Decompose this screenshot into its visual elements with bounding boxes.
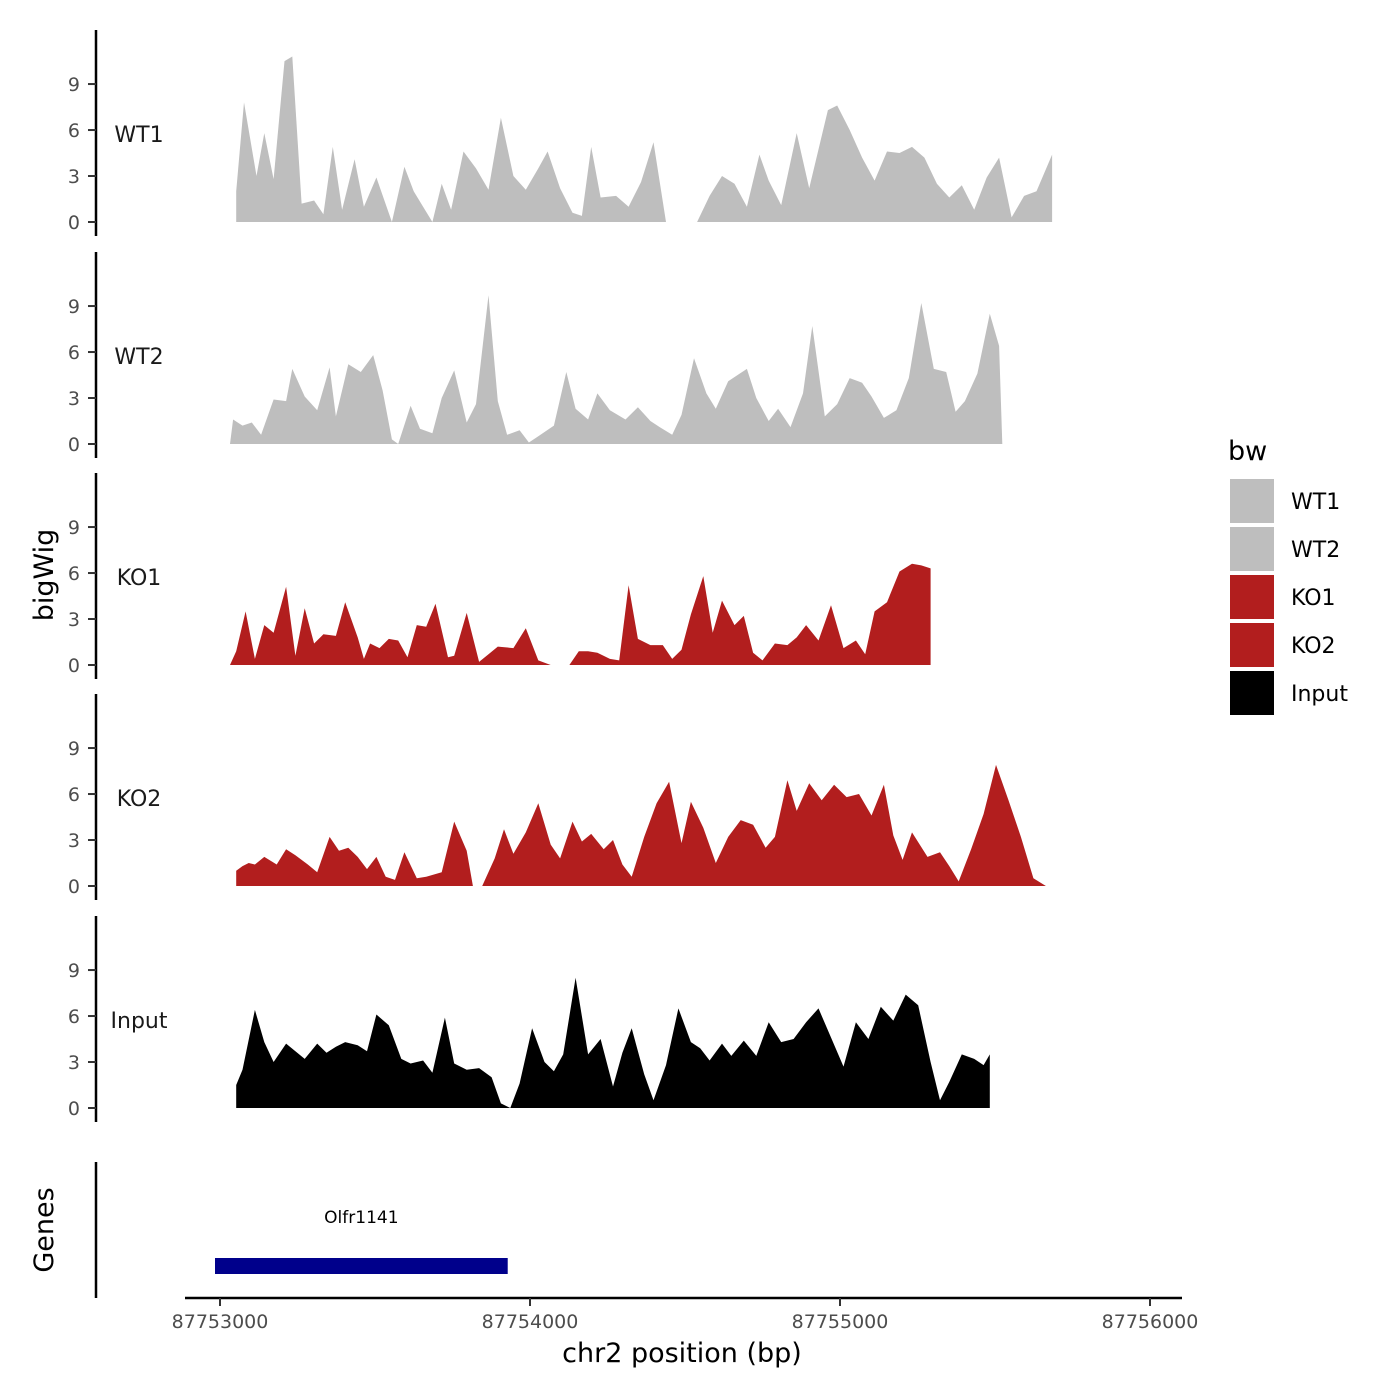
x-tick-label-87755000: 87755000 [792, 1311, 889, 1333]
legend-items: WT1 WT2 KO1 KO2 Input [1230, 479, 1348, 715]
track-ko2-y-tick-label: 6 [68, 784, 80, 806]
x-ticks: 87753000 87754000 87755000 87756000 [172, 1298, 1199, 1333]
track-wt2: 0 3 6 9 WT2 [68, 252, 1003, 458]
legend: bw WT1 WT2 KO1 KO2 Input [1228, 436, 1348, 715]
track-wt2-y-tick-label: 9 [68, 296, 80, 318]
legend-swatch-wt2 [1230, 527, 1274, 571]
track-input-y-tick-label: 9 [68, 960, 80, 982]
track-ko1-area [230, 563, 931, 665]
track-wt2-y-tick-label: 3 [68, 388, 80, 410]
track-input-label: Input [111, 1009, 168, 1034]
legend-label-ko2: KO2 [1291, 634, 1336, 659]
track-input: 0 3 6 9 Input [68, 916, 990, 1122]
legend-label-input: Input [1291, 682, 1348, 707]
track-wt2-y-tick-label: 0 [68, 434, 80, 456]
x-axis-title: chr2 position (bp) [562, 1338, 802, 1369]
track-ko2-y-tick-label: 0 [68, 876, 80, 898]
x-axis: 87753000 87754000 87755000 87756000 chr2 po… [172, 1296, 1199, 1369]
genes-panel: Genes Olfr1141 [29, 1162, 508, 1298]
track-input-area [236, 977, 990, 1108]
track-ko1-y-tick-label: 9 [68, 517, 80, 539]
track-ko2-label: KO2 [117, 787, 162, 812]
track-panels: 0 3 6 9 WT1 0 3 6 9 WT2 0 3 6 9 KO1 0 3 6 9 KO2 0 3 6 9 Input [68, 30, 1053, 1122]
legend-label-ko1: KO1 [1291, 586, 1336, 611]
track-wt1-label: WT1 [114, 123, 163, 148]
track-wt1-y-tick-label: 9 [68, 74, 80, 96]
track-wt1-y-tick-label: 0 [68, 212, 80, 234]
gene-marks: Olfr1141 [215, 1208, 508, 1274]
track-ko1-y-tick-label: 0 [68, 655, 80, 677]
track-wt2-area [230, 295, 1003, 444]
track-input-y-tick-label: 0 [68, 1098, 80, 1120]
track-ko1-y-tick-label: 6 [68, 563, 80, 585]
x-tick-label-87754000: 87754000 [482, 1311, 579, 1333]
track-ko1-y-tick-label: 3 [68, 609, 80, 631]
track-ko1: 0 3 6 9 KO1 [68, 473, 931, 679]
track-wt1-y-tick-label: 6 [68, 120, 80, 142]
track-wt1-y-tick-label: 3 [68, 166, 80, 188]
y-axis-title: bigWig [29, 529, 60, 622]
track-ko1-label: KO1 [117, 566, 162, 591]
track-ko2-y-tick-label: 3 [68, 830, 80, 852]
track-wt1-area [236, 56, 1053, 222]
track-ko2: 0 3 6 9 KO2 [68, 694, 1046, 900]
gene-olfr1141-label: Olfr1141 [324, 1208, 398, 1228]
track-ko2-area [236, 764, 1046, 886]
track-ko2-y-tick-label: 9 [68, 738, 80, 760]
track-input-y-tick-label: 6 [68, 1006, 80, 1028]
legend-swatch-ko2 [1230, 623, 1274, 667]
legend-title: bw [1228, 436, 1267, 467]
track-input-y-tick-label: 3 [68, 1052, 80, 1074]
legend-label-wt2: WT2 [1291, 538, 1340, 563]
legend-swatch-input [1230, 671, 1274, 715]
gene-olfr1141-body [215, 1258, 508, 1274]
legend-swatch-ko1 [1230, 575, 1274, 619]
track-wt2-label: WT2 [114, 345, 163, 370]
track-wt1: 0 3 6 9 WT1 [68, 30, 1053, 236]
track-wt2-y-tick-label: 6 [68, 342, 80, 364]
genes-panel-label: Genes [29, 1187, 60, 1272]
legend-swatch-wt1 [1230, 479, 1274, 523]
x-tick-label-87753000: 87753000 [172, 1311, 269, 1333]
legend-label-wt1: WT1 [1291, 490, 1340, 515]
x-tick-label-87756000: 87756000 [1102, 1311, 1199, 1333]
